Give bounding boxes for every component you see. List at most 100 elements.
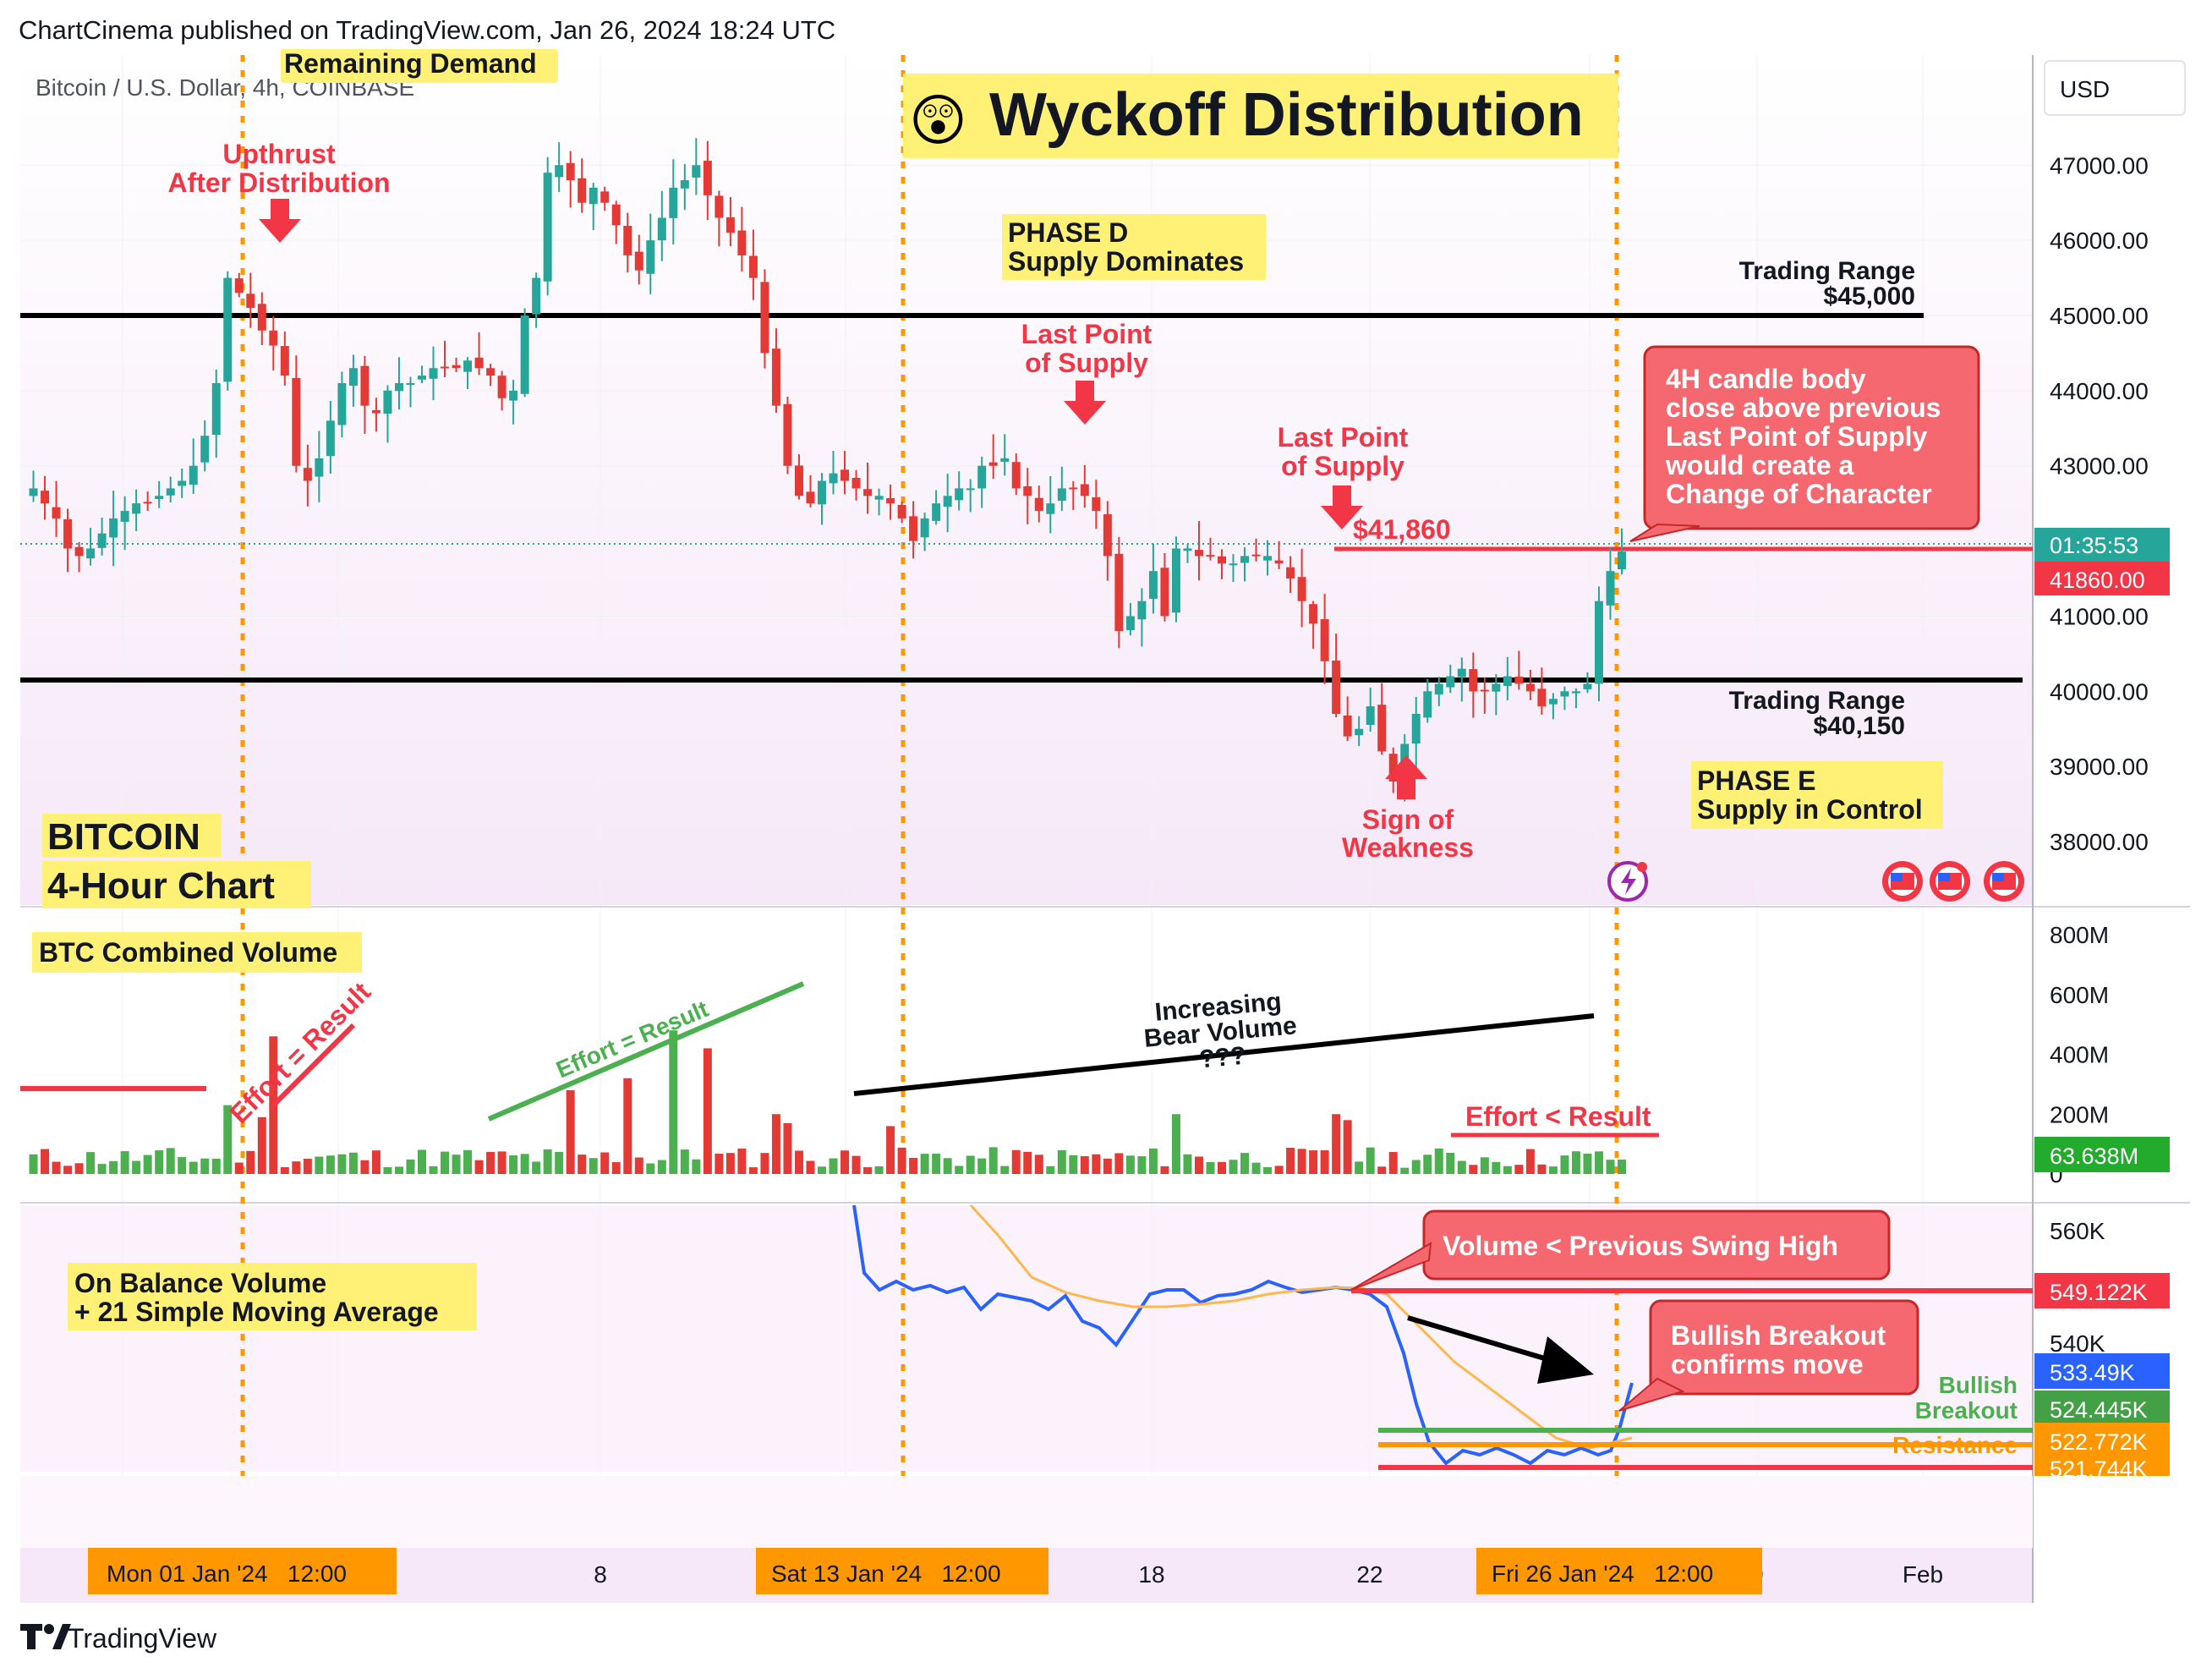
candle-body [452, 365, 461, 369]
candle-body [806, 491, 815, 504]
chart-box-title: BITCOIN [47, 816, 200, 858]
volume-bar [234, 1162, 244, 1174]
volume-bar [1480, 1157, 1489, 1174]
price-axis[interactable]: 47000.00 46000.00 45000.00 44000.00 43000.00… [2050, 152, 2149, 855]
volume-callout-text: Volume < Previous Swing High [1443, 1231, 1838, 1261]
time-axis[interactable]: 8 18 22 9 Feb Mon 01 Jan '24 12:00 Sat 1… [88, 1548, 1943, 1594]
candle-body [1377, 705, 1387, 752]
candle-body [463, 360, 473, 372]
volume-bar [1057, 1149, 1066, 1174]
volume-bar [943, 1158, 952, 1174]
volume-bar [1206, 1161, 1215, 1174]
attribution: ChartCinema published on TradingView.com… [19, 15, 835, 45]
candle-body [783, 403, 792, 466]
volume-bar [748, 1167, 758, 1174]
candle-body [1114, 553, 1124, 632]
currency-button-label[interactable]: USD [2060, 76, 2110, 102]
currency-button[interactable] [2044, 60, 2186, 116]
candle-body [1332, 661, 1341, 714]
volume-bar [257, 1116, 266, 1174]
candle-body [120, 511, 129, 522]
volume-bar [1251, 1162, 1261, 1174]
candle-body [1457, 668, 1466, 677]
candle-body [760, 282, 769, 354]
footer-logo-text[interactable]: TradingView [68, 1623, 217, 1654]
candle-body [966, 488, 975, 491]
upthrust-label-2: After Distribution [167, 167, 390, 198]
candle-body [1160, 568, 1169, 617]
candle-body [1229, 563, 1238, 566]
candle-body [680, 180, 689, 189]
price-tick: 45000.00 [2050, 303, 2149, 329]
obv-title-2: + 21 Simple Moving Average [74, 1297, 439, 1327]
volume-bar [1080, 1155, 1089, 1174]
us-flag-icons[interactable] [1882, 861, 2024, 902]
candle-body [166, 488, 175, 496]
volume-bar [1148, 1148, 1158, 1174]
choch-line-1: 4H candle body [1666, 364, 1866, 394]
candle-body [1480, 689, 1489, 692]
candle-body [1606, 571, 1615, 606]
candle-body [1320, 619, 1329, 661]
candle-body [246, 293, 255, 309]
volume-bar [63, 1166, 73, 1174]
volume-bar [611, 1162, 621, 1174]
volume-bar [669, 1030, 678, 1174]
volume-bar [1366, 1147, 1375, 1174]
price-tick: 38000.00 [2050, 829, 2149, 855]
volume-bar [452, 1155, 461, 1174]
candle-body [109, 518, 118, 538]
volume-tick: 800M [2050, 922, 2109, 948]
volume-bar [760, 1153, 769, 1174]
sow-label-2: Weakness [1342, 832, 1474, 863]
volume-bar [623, 1078, 632, 1174]
candle-body [715, 195, 724, 218]
volume-bar [863, 1167, 873, 1174]
volume-bar [634, 1157, 643, 1174]
volume-bar [1560, 1155, 1569, 1174]
volume-bar [1274, 1166, 1284, 1174]
volume-bar [429, 1166, 438, 1174]
volume-bar [1183, 1154, 1192, 1174]
obv-lines [852, 1204, 1634, 1466]
volume-bar [178, 1157, 187, 1174]
candle-body [1148, 571, 1158, 599]
candle-body [955, 488, 964, 501]
volume-bar [326, 1155, 335, 1174]
volume-bar [1160, 1166, 1169, 1174]
volume-bar [977, 1158, 987, 1174]
volume-bars [29, 1030, 1626, 1174]
volume-bar [1492, 1161, 1501, 1174]
tradingview-logo-icon[interactable] [20, 1624, 71, 1649]
volume-bar [1469, 1165, 1478, 1174]
candle-body [1514, 676, 1524, 684]
volume-bar [1309, 1150, 1318, 1174]
volume-bar [771, 1114, 780, 1174]
candle-body [874, 496, 884, 500]
candle-body [1011, 462, 1021, 489]
candle-body [1366, 706, 1375, 725]
last-price-tag: 41860.00 [2050, 568, 2145, 593]
candle-body [1000, 458, 1010, 462]
candle-body [578, 178, 587, 203]
candle-body [657, 217, 666, 241]
tr-top-label-1: Trading Range [1739, 257, 1915, 285]
candle-body [818, 480, 826, 505]
candle-body [886, 497, 895, 504]
volume-bar [394, 1166, 403, 1174]
price-tick: 44000.00 [2050, 378, 2149, 404]
candle-body [257, 304, 266, 331]
candle-body [1343, 716, 1352, 737]
tr-bottom-label-1: Trading Range [1729, 687, 1905, 715]
candle-body [794, 465, 803, 496]
candle-body [555, 165, 564, 178]
volume-bar [1137, 1156, 1147, 1174]
candle-body [1469, 669, 1478, 692]
volume-bar [1388, 1152, 1398, 1174]
volume-bar [1069, 1155, 1078, 1174]
volume-bar [1423, 1155, 1432, 1174]
obv-axis[interactable]: 560K 540K [2050, 1218, 2105, 1357]
candle-body [371, 409, 381, 414]
time-label-18: 18 [1138, 1561, 1164, 1588]
